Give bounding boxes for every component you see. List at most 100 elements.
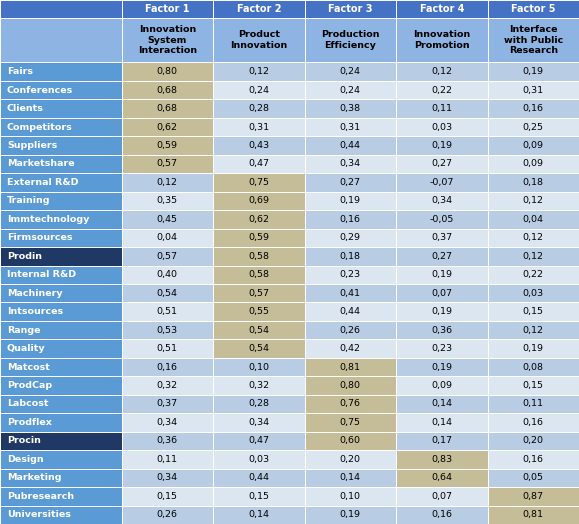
Text: Product
Innovation: Product Innovation [230, 30, 287, 50]
Text: 0,60: 0,60 [340, 436, 361, 445]
Bar [213, 284, 305, 302]
Bar [305, 284, 396, 302]
Bar [0, 487, 122, 506]
Bar [305, 100, 396, 118]
Text: 0,20: 0,20 [340, 455, 361, 464]
Text: 0,19: 0,19 [523, 344, 544, 353]
Text: 0,15: 0,15 [523, 381, 544, 390]
Bar [122, 192, 213, 210]
Bar [213, 173, 305, 192]
Bar [396, 468, 488, 487]
Text: 0,34: 0,34 [340, 159, 361, 169]
Text: 0,40: 0,40 [157, 270, 178, 279]
Text: Internal R&D: Internal R&D [7, 270, 76, 279]
Text: 0,17: 0,17 [431, 436, 452, 445]
Bar [122, 284, 213, 302]
Text: 0,42: 0,42 [340, 344, 361, 353]
Bar [305, 487, 396, 506]
Bar [0, 376, 122, 395]
Bar [396, 100, 488, 118]
Bar [0, 18, 122, 62]
Bar [396, 192, 488, 210]
Bar [213, 487, 305, 506]
Text: 0,16: 0,16 [340, 215, 361, 224]
Bar [0, 284, 122, 302]
Text: 0,09: 0,09 [431, 381, 452, 390]
Bar [305, 450, 396, 468]
Text: 0,22: 0,22 [431, 85, 452, 95]
Text: 0,55: 0,55 [248, 307, 269, 316]
Text: 0,16: 0,16 [431, 510, 452, 519]
Text: 0,11: 0,11 [157, 455, 178, 464]
Bar [488, 450, 579, 468]
Text: ProdCap: ProdCap [7, 381, 52, 390]
Text: 0,69: 0,69 [248, 196, 269, 205]
Text: Competitors: Competitors [7, 123, 73, 132]
Bar [488, 118, 579, 136]
Text: 0,04: 0,04 [157, 233, 178, 242]
Bar [213, 0, 305, 18]
Text: Factor 4: Factor 4 [420, 4, 464, 14]
Text: Quality: Quality [7, 344, 46, 353]
Text: 0,18: 0,18 [523, 178, 544, 187]
Bar [122, 395, 213, 413]
Text: 0,58: 0,58 [248, 270, 269, 279]
Bar [213, 266, 305, 284]
Text: Clients: Clients [7, 104, 44, 113]
Bar [305, 321, 396, 340]
Bar [122, 376, 213, 395]
Text: Machinery: Machinery [7, 289, 63, 298]
Text: 0,34: 0,34 [157, 473, 178, 483]
Bar [488, 173, 579, 192]
Text: 0,20: 0,20 [523, 436, 544, 445]
Bar [122, 228, 213, 247]
Text: 0,12: 0,12 [523, 233, 544, 242]
Text: 0,81: 0,81 [523, 510, 544, 519]
Bar [122, 506, 213, 524]
Bar [122, 155, 213, 173]
Text: 0,14: 0,14 [248, 510, 269, 519]
Text: 0,76: 0,76 [340, 399, 361, 409]
Bar [396, 450, 488, 468]
Bar [488, 0, 579, 18]
Text: 0,10: 0,10 [340, 492, 361, 501]
Bar [305, 358, 396, 376]
Bar [305, 210, 396, 228]
Bar [488, 284, 579, 302]
Bar [488, 192, 579, 210]
Bar [122, 302, 213, 321]
Bar [396, 62, 488, 81]
Bar [213, 81, 305, 100]
Text: Training: Training [7, 196, 50, 205]
Text: Production
Efficiency: Production Efficiency [321, 30, 380, 50]
Text: 0,81: 0,81 [340, 363, 361, 372]
Text: 0,12: 0,12 [431, 67, 452, 76]
Text: 0,19: 0,19 [431, 307, 452, 316]
Text: 0,11: 0,11 [431, 104, 452, 113]
Text: 0,27: 0,27 [431, 159, 452, 169]
Text: 0,19: 0,19 [431, 363, 452, 372]
Bar [0, 450, 122, 468]
Text: 0,29: 0,29 [340, 233, 361, 242]
Text: 0,54: 0,54 [248, 344, 269, 353]
Bar [213, 18, 305, 62]
Bar [0, 192, 122, 210]
Bar [122, 432, 213, 450]
Bar [0, 136, 122, 155]
Text: External R&D: External R&D [7, 178, 78, 187]
Bar [488, 62, 579, 81]
Bar [122, 81, 213, 100]
Text: 0,19: 0,19 [431, 270, 452, 279]
Bar [0, 173, 122, 192]
Bar [213, 302, 305, 321]
Bar [0, 302, 122, 321]
Text: Innovation
Promotion: Innovation Promotion [413, 30, 470, 50]
Bar [305, 395, 396, 413]
Text: Procin: Procin [7, 436, 41, 445]
Bar [396, 340, 488, 358]
Bar [213, 62, 305, 81]
Text: 0,05: 0,05 [523, 473, 544, 483]
Text: 0,53: 0,53 [157, 325, 178, 335]
Text: 0,14: 0,14 [431, 399, 452, 409]
Text: 0,75: 0,75 [248, 178, 269, 187]
